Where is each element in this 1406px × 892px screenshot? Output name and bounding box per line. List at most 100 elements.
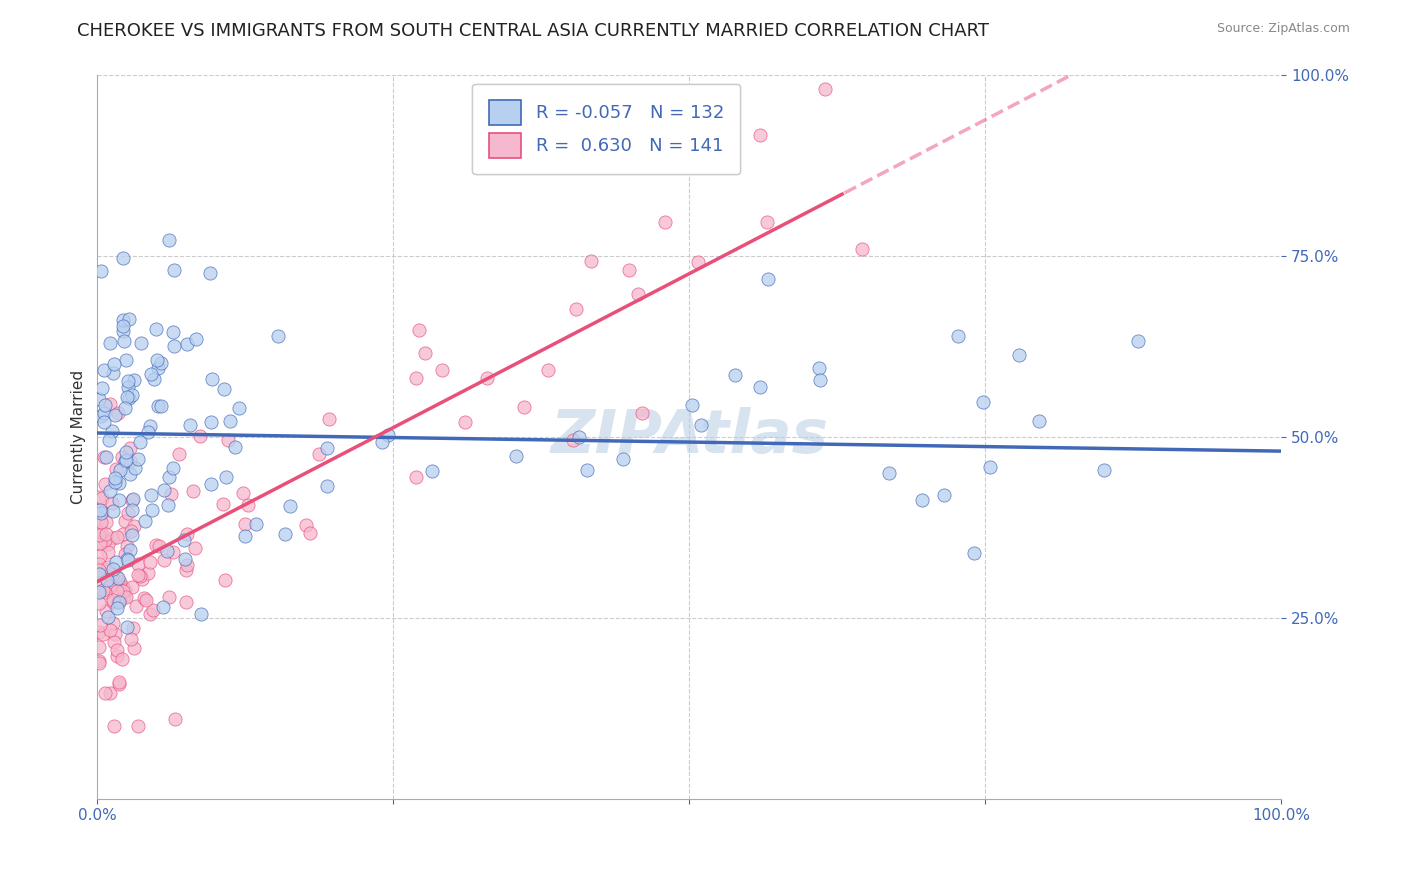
- Point: [94, 476, 117, 491]
- Point: [97, 582, 120, 596]
- Point: [749, 128, 772, 142]
- Point: [163, 339, 186, 353]
- Point: [111, 319, 134, 334]
- Point: [537, 363, 560, 377]
- Point: [212, 496, 235, 510]
- Point: [120, 454, 142, 468]
- Point: [153, 553, 176, 567]
- Point: [690, 418, 713, 433]
- Point: [98, 579, 121, 593]
- Point: [146, 361, 169, 376]
- Point: [96, 527, 118, 541]
- Point: [101, 504, 124, 518]
- Point: [87, 567, 110, 582]
- Point: [117, 553, 139, 567]
- Point: [138, 607, 160, 622]
- Y-axis label: Currently Married: Currently Married: [72, 369, 86, 504]
- Point: [176, 527, 198, 541]
- Point: [612, 452, 634, 467]
- Point: [808, 360, 831, 375]
- Point: [105, 600, 128, 615]
- Point: [127, 719, 149, 733]
- Point: [104, 475, 127, 489]
- Point: [160, 487, 183, 501]
- Legend: R = -0.057   N = 132, R =  0.630   N = 141: R = -0.057 N = 132, R = 0.630 N = 141: [472, 84, 741, 174]
- Point: [315, 479, 337, 493]
- Point: [408, 323, 430, 337]
- Point: [122, 373, 145, 387]
- Point: [176, 558, 198, 573]
- Point: [90, 566, 112, 581]
- Point: [97, 545, 120, 559]
- Point: [87, 596, 110, 610]
- Point: [90, 264, 112, 278]
- Point: [152, 599, 174, 614]
- Point: [107, 594, 129, 608]
- Point: [114, 590, 136, 604]
- Point: [89, 549, 111, 563]
- Point: [181, 484, 204, 499]
- Point: [115, 552, 138, 566]
- Point: [134, 514, 156, 528]
- Point: [413, 346, 436, 360]
- Point: [1092, 463, 1115, 477]
- Point: [108, 493, 131, 508]
- Point: [97, 560, 120, 574]
- Point: [405, 470, 427, 484]
- Point: [948, 329, 970, 343]
- Point: [103, 593, 125, 607]
- Point: [200, 416, 222, 430]
- Point: [108, 575, 131, 590]
- Point: [245, 516, 267, 531]
- Point: [87, 511, 110, 525]
- Point: [224, 441, 246, 455]
- Point: [121, 528, 143, 542]
- Point: [89, 584, 111, 599]
- Point: [238, 498, 260, 512]
- Point: [90, 381, 112, 395]
- Point: [108, 593, 131, 607]
- Point: [120, 467, 142, 481]
- Point: [115, 352, 138, 367]
- Point: [111, 252, 134, 266]
- Point: [128, 435, 150, 450]
- Point: [108, 677, 131, 691]
- Point: [94, 686, 117, 700]
- Point: [619, 263, 641, 277]
- Point: [93, 415, 115, 429]
- Point: [217, 433, 239, 447]
- Point: [87, 557, 110, 571]
- Point: [87, 656, 110, 670]
- Point: [87, 640, 110, 654]
- Point: [163, 262, 186, 277]
- Point: [120, 632, 142, 647]
- Point: [91, 583, 114, 598]
- Point: [131, 572, 153, 586]
- Point: [105, 643, 128, 657]
- Point: [132, 591, 155, 605]
- Point: [156, 544, 179, 558]
- Point: [979, 460, 1001, 475]
- Point: [145, 322, 167, 336]
- Point: [124, 460, 146, 475]
- Point: [201, 372, 224, 386]
- Point: [167, 447, 190, 461]
- Point: [1126, 334, 1149, 348]
- Point: [107, 406, 129, 420]
- Point: [477, 371, 499, 385]
- Point: [115, 444, 138, 458]
- Point: [682, 398, 704, 412]
- Point: [105, 583, 128, 598]
- Point: [107, 571, 129, 585]
- Point: [98, 484, 121, 499]
- Point: [118, 442, 141, 456]
- Point: [121, 492, 143, 507]
- Point: [233, 517, 256, 532]
- Point: [146, 352, 169, 367]
- Point: [184, 541, 207, 555]
- Point: [122, 640, 145, 655]
- Point: [111, 580, 134, 594]
- Point: [142, 602, 165, 616]
- Point: [103, 366, 125, 380]
- Point: [91, 505, 114, 519]
